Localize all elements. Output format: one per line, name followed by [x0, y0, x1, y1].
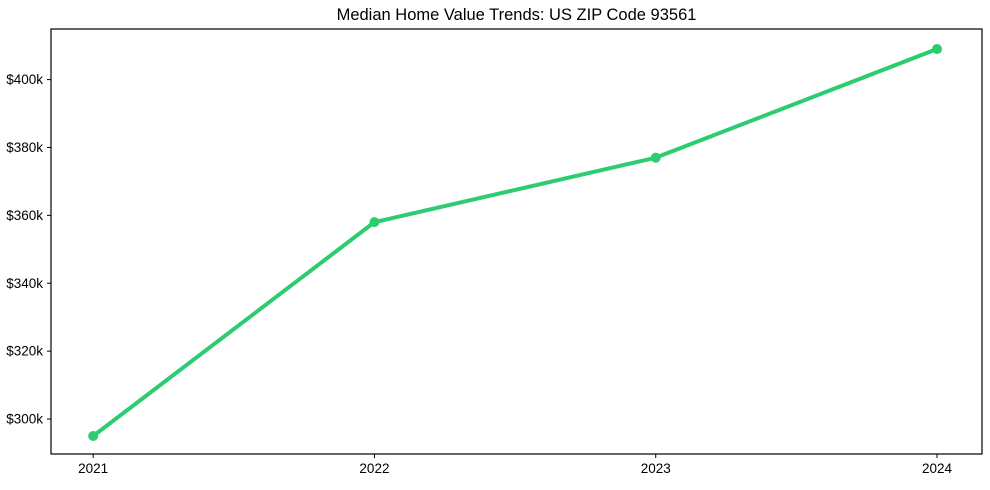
x-tick-label: 2021 [78, 461, 108, 476]
y-tick-label: $380k [6, 140, 43, 155]
y-tick-label: $340k [6, 276, 43, 291]
y-tick-label: $320k [6, 344, 43, 359]
y-tick-label: $400k [6, 72, 43, 87]
x-tick-label: 2024 [922, 461, 953, 476]
y-tick-label: $300k [6, 412, 43, 427]
plot-frame [50, 28, 983, 455]
chart-title: Median Home Value Trends: US ZIP Code 93… [336, 6, 697, 24]
data-point [88, 431, 99, 442]
y-tick-label: $360k [6, 208, 43, 223]
data-point [650, 152, 661, 163]
x-tick-label: 2023 [641, 461, 671, 476]
trend-line [91, 47, 939, 439]
x-tick-label: 2022 [359, 461, 389, 476]
data-point [931, 44, 942, 55]
data-point [369, 217, 380, 228]
